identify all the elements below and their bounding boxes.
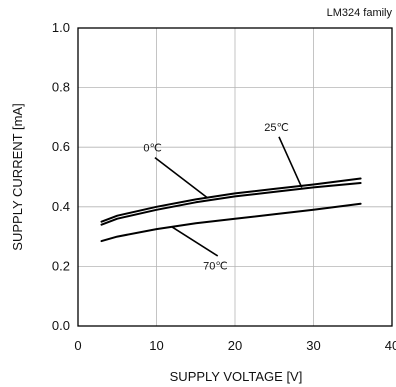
series-line: [100, 177, 362, 223]
series-line: [100, 202, 362, 243]
x-tick-label: 40: [385, 338, 396, 353]
series-lines: [100, 177, 362, 243]
series-annotations: 0℃ 25℃ 70℃: [143, 122, 303, 272]
y-tick-label: 1.0: [52, 20, 70, 35]
x-tick-label: 30: [306, 338, 320, 353]
chart-title: LM324 family: [327, 7, 393, 19]
y-tick-label: 0.8: [52, 80, 70, 95]
y-tick-label: 0.2: [52, 258, 70, 273]
annotation-leader-line: [278, 136, 303, 188]
annotation-leader-line: [171, 226, 219, 257]
x-tick-label: 20: [228, 338, 242, 353]
y-tick-label: 0.6: [52, 139, 70, 154]
series-label: 0℃: [143, 143, 161, 155]
annotation-leader-line: [154, 156, 209, 199]
grid-lines: [78, 28, 392, 326]
plot-frame: [77, 27, 393, 327]
y-tick-label: 0.4: [52, 199, 70, 214]
series-line: [100, 182, 362, 226]
x-tick-labels: 0 10 20 30 40: [74, 338, 396, 353]
series-label: 25℃: [264, 122, 289, 134]
x-tick-label: 10: [149, 338, 163, 353]
x-axis-title: SUPPLY VOLTAGE [V]: [170, 369, 303, 384]
y-tick-label: 0.0: [52, 318, 70, 333]
y-tick-labels: 0.0 0.2 0.4 0.6 0.8 1.0: [52, 20, 70, 333]
series-label: 70℃: [203, 260, 228, 272]
x-tick-label: 0: [74, 338, 81, 353]
y-axis-title: SUPPLY CURRENT [mA]: [10, 103, 25, 250]
